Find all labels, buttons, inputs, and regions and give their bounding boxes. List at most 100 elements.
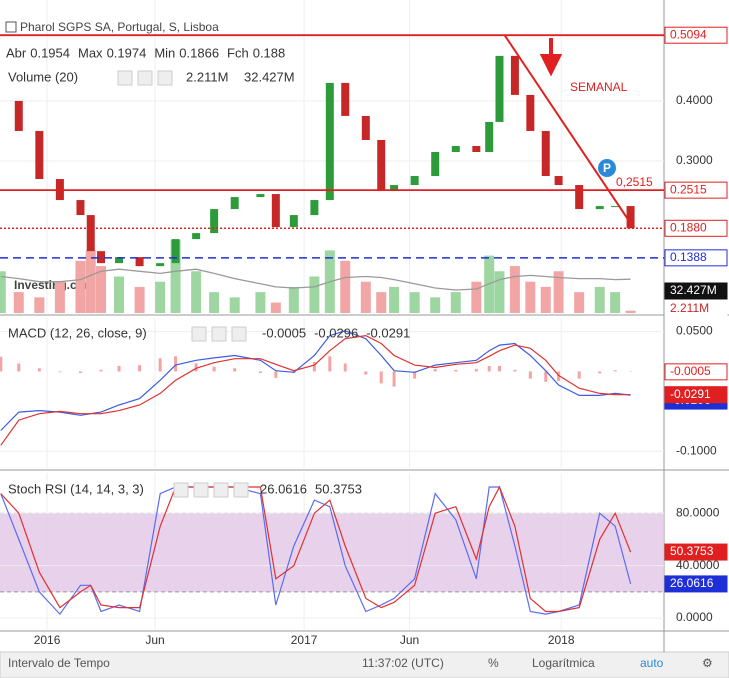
histogram-bar — [174, 356, 178, 372]
volume-bar — [229, 297, 240, 313]
level-label: 0.2515 — [670, 182, 707, 196]
indicator-button[interactable] — [211, 326, 227, 342]
candle — [325, 82, 334, 201]
volume-bar — [540, 286, 551, 313]
indicator-title: MACD (12, 26, close, 9) — [8, 325, 147, 340]
histogram-bar — [598, 371, 602, 374]
histogram-bar — [0, 356, 3, 372]
histogram-bar — [343, 363, 347, 372]
collapse-icon[interactable] — [5, 21, 17, 33]
volume-bar — [574, 292, 585, 313]
histogram-bar — [233, 368, 237, 372]
candle — [14, 100, 23, 131]
volume-ma-value: 32.427M — [244, 69, 295, 84]
y-tick-label: 80.0000 — [676, 505, 720, 519]
histogram-bar — [194, 363, 198, 372]
volume-bar — [191, 271, 202, 313]
histogram-bar — [487, 365, 491, 372]
candle — [192, 233, 201, 240]
indicator-button[interactable] — [173, 482, 189, 498]
ohlc-value: 0.188 — [253, 45, 286, 60]
indicator-button[interactable] — [231, 326, 247, 342]
candle — [485, 121, 494, 152]
auto-button[interactable]: auto — [640, 656, 664, 670]
candle — [135, 257, 144, 267]
settings-icon[interactable]: ⚙ — [702, 656, 713, 670]
indicator-button[interactable] — [137, 70, 153, 86]
volume-bar — [288, 286, 299, 313]
ohlc-value: 0.1954 — [30, 45, 70, 60]
volume-bar — [509, 266, 520, 313]
volume-title: Volume (20) — [8, 69, 78, 84]
histogram-bar — [454, 369, 458, 372]
candle — [410, 176, 419, 186]
indicator-button[interactable] — [191, 326, 207, 342]
histogram-bar — [392, 371, 396, 387]
level-label: 0.5094 — [670, 27, 707, 41]
ohlc-label: Abr — [6, 45, 27, 60]
indicator-axis-label-box — [664, 386, 728, 404]
level-label-box — [664, 219, 728, 237]
series-line — [0, 334, 631, 446]
histogram-bar — [328, 356, 332, 372]
trendline — [503, 34, 634, 228]
histogram-bar — [433, 369, 437, 372]
indicator-axis-label-box — [664, 575, 728, 593]
candle — [595, 206, 604, 210]
chart-title: Pharol SGPS SA, Portugal, S, Lisboa — [20, 20, 219, 34]
percent-button[interactable]: % — [488, 656, 499, 670]
volume-bar — [309, 276, 320, 313]
marker[interactable] — [598, 159, 616, 177]
indicator-button[interactable] — [117, 70, 133, 86]
volume-bar — [450, 292, 461, 313]
candle — [156, 263, 165, 267]
volume-bar — [340, 260, 351, 313]
histogram-bar — [613, 370, 617, 372]
candle — [526, 94, 535, 131]
indicator-button[interactable] — [193, 482, 209, 498]
indicator-axis-label-box — [664, 363, 728, 381]
candle — [171, 239, 180, 264]
candle — [575, 185, 584, 210]
histogram-bar — [474, 369, 478, 372]
candle — [341, 82, 350, 116]
candle — [289, 215, 298, 228]
indicator-button[interactable] — [233, 482, 249, 498]
ohlc-label: Min — [154, 45, 175, 60]
log-button[interactable]: Logarítmica — [532, 656, 595, 670]
y-tick-label: 0.4000 — [676, 93, 713, 107]
volume-bar — [270, 302, 281, 313]
x-tick-label: 2018 — [548, 633, 575, 647]
volume-bar — [553, 271, 564, 313]
indicator-button[interactable] — [157, 70, 173, 86]
volume-bar — [409, 292, 420, 313]
candle — [76, 200, 85, 216]
volume-bar — [525, 281, 536, 313]
histogram-bar — [58, 371, 62, 373]
candle — [97, 251, 106, 264]
candle — [472, 145, 481, 152]
histogram-bar — [258, 371, 262, 374]
indicator-button[interactable] — [213, 482, 229, 498]
candle — [35, 130, 44, 180]
indicator-axis-label: -0.0291 — [670, 387, 711, 401]
histogram-bar — [528, 371, 532, 379]
series-line — [0, 485, 632, 613]
volume-bar — [625, 310, 636, 313]
volume-label: 2.211M — [670, 301, 709, 315]
candle — [271, 194, 280, 228]
candle — [115, 257, 124, 264]
histogram-bar — [544, 371, 548, 382]
volume-bar — [610, 292, 621, 313]
level-label: 0.1388 — [670, 250, 707, 264]
histogram-bar — [312, 361, 316, 372]
histogram-bar — [513, 369, 517, 372]
histogram-bar — [37, 368, 41, 372]
histogram-bar — [364, 371, 368, 375]
band — [0, 513, 664, 592]
interval-button[interactable]: Intervalo de Tempo — [8, 656, 110, 670]
indicator-value: -0.0296 — [314, 325, 358, 340]
y-tick-label: 40.0000 — [676, 558, 720, 572]
volume-bar — [0, 271, 6, 313]
ohlc-value: 0.1974 — [107, 45, 147, 60]
